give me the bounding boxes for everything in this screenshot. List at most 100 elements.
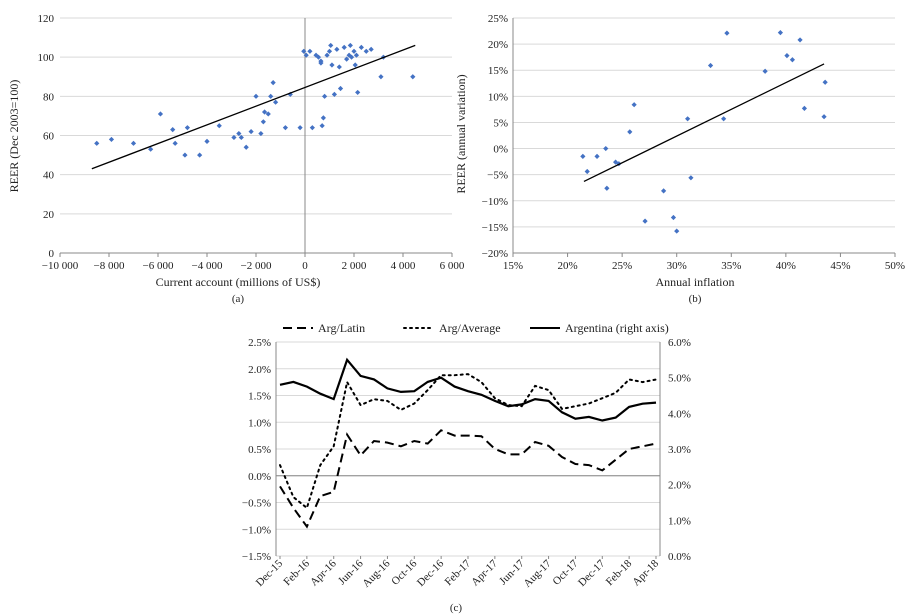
data-point-a [336,64,342,70]
ytick-right-label-c: 6.0% [668,337,691,349]
data-point-a [273,99,279,105]
ytick-right-label-c: 4.0% [668,408,691,420]
ytick-right-label-c: 5.0% [668,373,691,385]
ytick-label-b: −5% [487,170,508,182]
data-point-b [777,30,783,36]
xtick-label-c: Dec-17 [576,557,608,589]
panel-label-b: (b) [689,293,702,305]
xtick-label-c: Feb-17 [443,557,474,588]
xtick-label-a: −6 000 [143,260,174,272]
data-point-a [348,54,355,60]
data-point-a [238,134,244,141]
ytick-left-label-c: 0.5% [248,444,271,456]
data-point-a [172,140,178,146]
ylabel-a: REER (Dec 2003=100) [7,80,21,193]
data-point-b [797,37,803,43]
data-point-b [580,153,586,159]
ytick-label-b: 10% [488,91,508,103]
data-point-a [410,74,416,80]
ytick-label-a: 80 [43,91,55,103]
data-point-b [631,102,637,108]
data-point-a [368,46,374,52]
data-point-a [334,46,340,52]
ytick-label-a: 60 [43,131,55,143]
data-point-a [303,52,309,58]
data-point-a [341,44,347,50]
legend-label-3: Argentina (right axis) [565,321,669,335]
data-point-a [258,130,264,137]
data-point-a [319,123,325,129]
xtick-label-b: 15% [503,260,523,272]
data-point-a [347,42,353,49]
ytick-left-label-c: −0.5% [242,498,271,510]
ytick-label-b: −10% [482,196,508,208]
xtick-label-b: 20% [557,260,577,272]
ytick-right-label-c: 1.0% [668,515,691,527]
trendline-b [583,63,825,183]
data-point-a [322,93,328,99]
trendline-a [91,44,416,170]
data-point-a [270,80,276,86]
xtick-label-c: Oct-16 [389,557,419,587]
data-point-b [594,153,600,159]
ytick-label-a: 100 [38,52,55,64]
data-point-a [130,140,137,146]
scatter-chart-a: 0 20 40 60 80 100 120 −10 000 −8 000 −6 000 −4 000… [7,13,465,305]
data-point-a [352,62,358,68]
data-point-b [801,105,808,111]
data-point-a [313,52,319,58]
data-point-b [685,116,691,122]
ytick-right-label-c: 0.0% [668,551,691,563]
series-line-2 [279,373,657,510]
xtick-label-a: 4 000 [391,260,416,272]
data-point-a [324,52,330,58]
data-point-a [265,111,271,117]
data-point-a [243,144,249,150]
data-point-a [328,42,334,49]
data-point-a [170,127,176,133]
data-point-a [346,52,352,58]
data-point-a [184,125,190,131]
ylabel-b: REER (annual variation) [454,74,468,193]
data-point-b [724,30,730,36]
data-point-a [301,48,307,54]
ytick-left-label-c: 2.0% [248,364,271,376]
data-point-a [231,134,237,141]
series-line-1 [279,429,657,529]
data-point-b [642,218,648,224]
data-point-b [674,228,680,234]
data-point-b [784,53,790,59]
data-point-a [94,140,100,146]
xtick-label-b: 50% [885,260,905,272]
ytick-right-label-c: 3.0% [668,444,691,456]
xtick-label-b: 40% [776,260,796,272]
xtick-label-c: Apr-17 [469,557,500,588]
xtick-label-a: −4 000 [192,260,223,272]
xtick-label-c: Feb-18 [604,557,635,588]
data-point-a [315,54,322,60]
legend-label-2: Arg/Average [439,321,501,335]
legend-label-1: Arg/Latin [318,321,365,335]
data-point-a [351,48,357,54]
ytick-label-b: 5% [493,117,508,129]
data-point-a [204,138,210,144]
xtick-label-b: 35% [721,260,741,272]
data-point-a [157,111,164,117]
ytick-left-label-c: 2.5% [248,337,271,349]
data-point-a [307,48,313,54]
data-point-a [353,52,360,58]
data-point-a [197,152,203,158]
xtick-label-a: 2 000 [342,260,367,272]
xtick-label-a: −8 000 [94,260,125,272]
ytick-left-label-c: 1.5% [248,391,271,403]
data-point-b [584,168,590,175]
panel-label-a: (a) [232,293,245,305]
data-point-b [721,116,727,122]
data-point-b [821,114,827,120]
ytick-label-b: 15% [488,65,508,77]
data-point-a [248,128,254,135]
data-point-a [261,109,268,115]
ytick-label-b: −15% [482,222,508,234]
xtick-label-c: Oct-17 [550,557,580,587]
